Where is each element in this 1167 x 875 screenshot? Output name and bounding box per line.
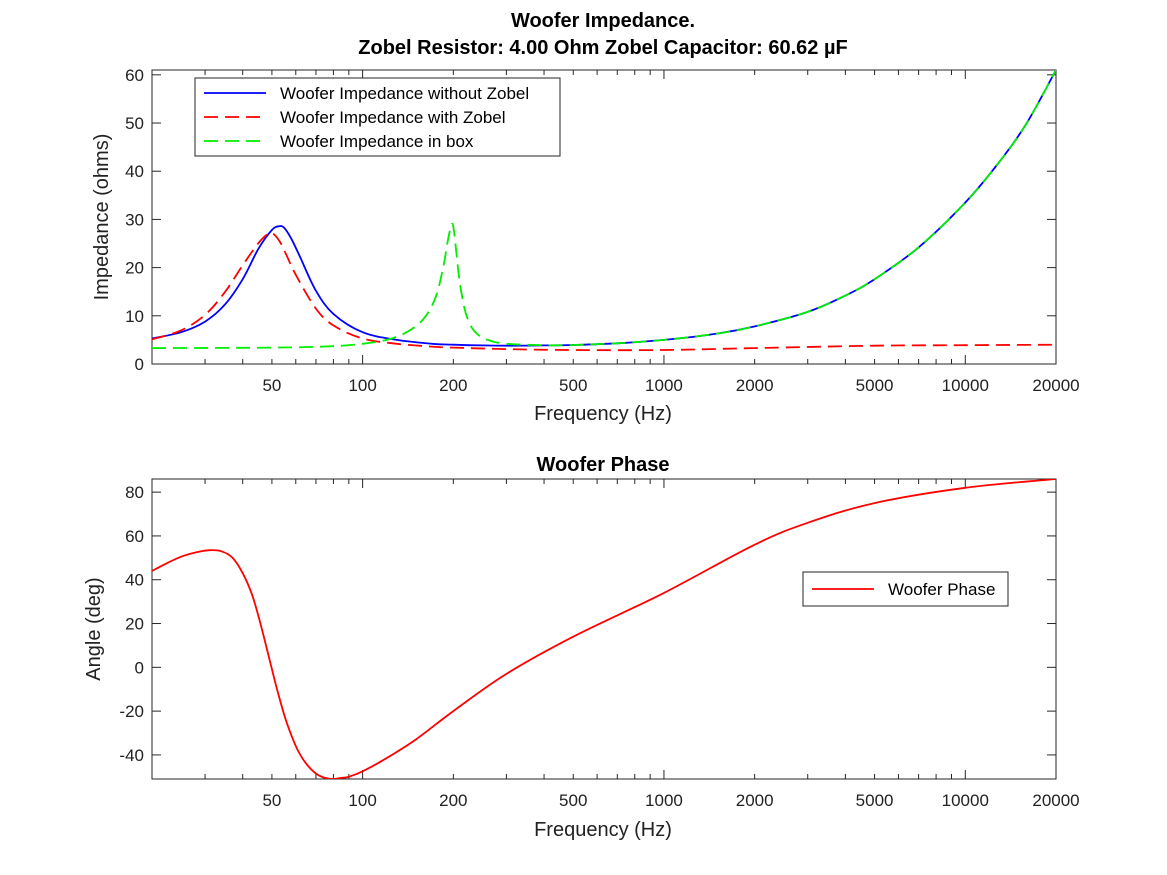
y-tick-label: 60 bbox=[125, 527, 144, 546]
y-tick-label: 20 bbox=[125, 615, 144, 634]
legend-label: Woofer Phase bbox=[888, 580, 995, 599]
x-tick-label: 5000 bbox=[856, 376, 894, 395]
y-tick-label: 30 bbox=[125, 210, 144, 229]
x-tick-label: 10000 bbox=[942, 791, 989, 810]
y-tick-label: 20 bbox=[125, 259, 144, 278]
y-tick-label: 0 bbox=[135, 658, 144, 677]
x-tick-label: 20000 bbox=[1032, 791, 1079, 810]
x-axis-label: Frequency (Hz) bbox=[534, 403, 672, 425]
legend-label: Woofer Impedance in box bbox=[280, 132, 474, 151]
y-tick-label: 80 bbox=[125, 483, 144, 502]
phase-chart: Woofer Phase 50 100 200 500 1000 2000 5000 1000… bbox=[83, 454, 1080, 841]
legend: Woofer Impedance without Zobel Woofer Imp… bbox=[194, 77, 561, 157]
y-tick-label: -40 bbox=[119, 746, 144, 765]
series-line bbox=[152, 231, 1056, 352]
y-tick-label: -20 bbox=[119, 702, 144, 721]
y-tick-label: 0 bbox=[135, 355, 144, 374]
x-tick-label: 1000 bbox=[645, 791, 683, 810]
x-axis-label: Frequency (Hz) bbox=[534, 819, 672, 841]
y-tick-label: 10 bbox=[125, 307, 144, 326]
x-tick-label: 50 bbox=[262, 791, 281, 810]
series-line bbox=[152, 479, 1056, 779]
x-tick-label: 5000 bbox=[856, 791, 894, 810]
y-tick-label: 40 bbox=[125, 162, 144, 181]
chart-title: Woofer Phase bbox=[537, 454, 670, 476]
chart-title: Woofer Impedance. bbox=[511, 10, 695, 32]
plot-area: 50 100 200 500 1000 2000 5000 10000 20000 -40 -20 0… bbox=[119, 478, 1080, 810]
impedance-chart: Woofer Impedance. Zobel Resistor: 4.00 O… bbox=[91, 10, 1080, 425]
series-line bbox=[152, 70, 1056, 349]
axes-box bbox=[151, 478, 1057, 780]
x-tick-label: 50 bbox=[262, 376, 281, 395]
x-tick-label: 100 bbox=[348, 791, 376, 810]
x-tick-label: 20000 bbox=[1032, 376, 1079, 395]
legend-label: Woofer Impedance with Zobel bbox=[280, 108, 506, 127]
x-tick-label: 100 bbox=[348, 376, 376, 395]
x-tick-label: 1000 bbox=[645, 376, 683, 395]
legend: Woofer Phase bbox=[802, 571, 1009, 607]
y-tick-label: 50 bbox=[125, 114, 144, 133]
series-line bbox=[152, 70, 1056, 347]
x-tick-label: 2000 bbox=[736, 376, 774, 395]
x-tick-label: 10000 bbox=[942, 376, 989, 395]
x-tick-label: 200 bbox=[439, 791, 467, 810]
x-tick-label: 500 bbox=[559, 791, 587, 810]
x-tick-label: 500 bbox=[559, 376, 587, 395]
y-tick-label: 40 bbox=[125, 571, 144, 590]
y-tick-label: 60 bbox=[125, 66, 144, 85]
x-tick-label: 2000 bbox=[736, 791, 774, 810]
chart-subtitle: Zobel Resistor: 4.00 Ohm Zobel Capacitor… bbox=[358, 37, 847, 59]
x-tick-label: 200 bbox=[439, 376, 467, 395]
legend-label: Woofer Impedance without Zobel bbox=[280, 84, 529, 103]
y-axis-label: Impedance (ohms) bbox=[91, 134, 113, 301]
y-axis-label: Angle (deg) bbox=[83, 577, 105, 680]
